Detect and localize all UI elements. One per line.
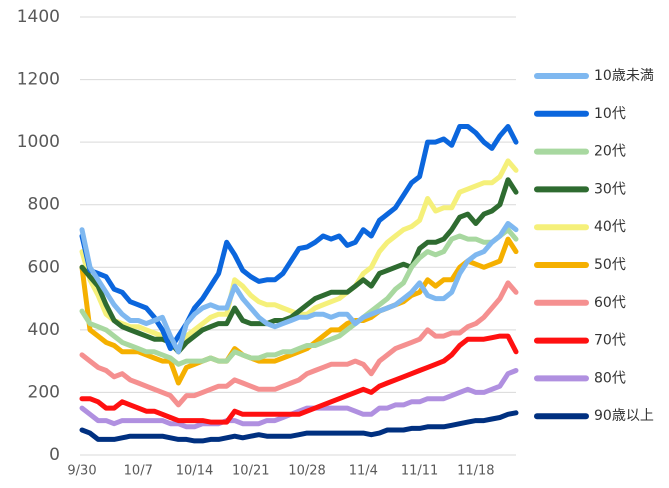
x-tick-label: 11/4 <box>349 464 378 479</box>
y-tick-label: 600 <box>28 257 60 277</box>
legend-label: 40代 <box>594 219 626 235</box>
series-line <box>79 177 519 355</box>
series-line <box>79 236 519 386</box>
y-tick-label: 800 <box>28 195 60 215</box>
x-tick-label: 10/14 <box>176 464 213 479</box>
series-line <box>79 227 519 367</box>
legend-label: 20代 <box>594 144 626 160</box>
x-tick-label: 10/7 <box>124 464 153 479</box>
y-tick-label: 200 <box>28 382 60 402</box>
y-tick-label: 0 <box>49 445 60 465</box>
legend-label: 30代 <box>594 181 626 197</box>
series-line <box>79 368 519 430</box>
legend-label: 10代 <box>594 106 626 122</box>
series-line <box>79 280 519 408</box>
y-tick-label: 1200 <box>17 70 60 90</box>
y-tick-label: 1400 <box>17 7 60 27</box>
x-tick-label: 10/28 <box>288 464 325 479</box>
x-tick-label: 10/21 <box>232 464 269 479</box>
y-tick-label: 1000 <box>17 132 60 152</box>
y-tick-label: 400 <box>28 320 60 340</box>
legend-label: 70代 <box>594 333 626 349</box>
legend-label: 10歳未満 <box>594 68 654 84</box>
legend-label: 60代 <box>594 295 626 311</box>
series-line <box>79 410 519 444</box>
legend-label: 80代 <box>594 370 626 386</box>
legend-label: 50代 <box>594 257 626 273</box>
series-line <box>79 221 519 355</box>
x-tick-label: 11/11 <box>401 464 438 479</box>
legend-label: 90歳以上 <box>594 408 654 424</box>
series-line <box>79 333 519 425</box>
x-tick-label: 9/30 <box>67 464 96 479</box>
series-line <box>79 124 519 352</box>
x-tick-label: 11/18 <box>457 464 494 479</box>
